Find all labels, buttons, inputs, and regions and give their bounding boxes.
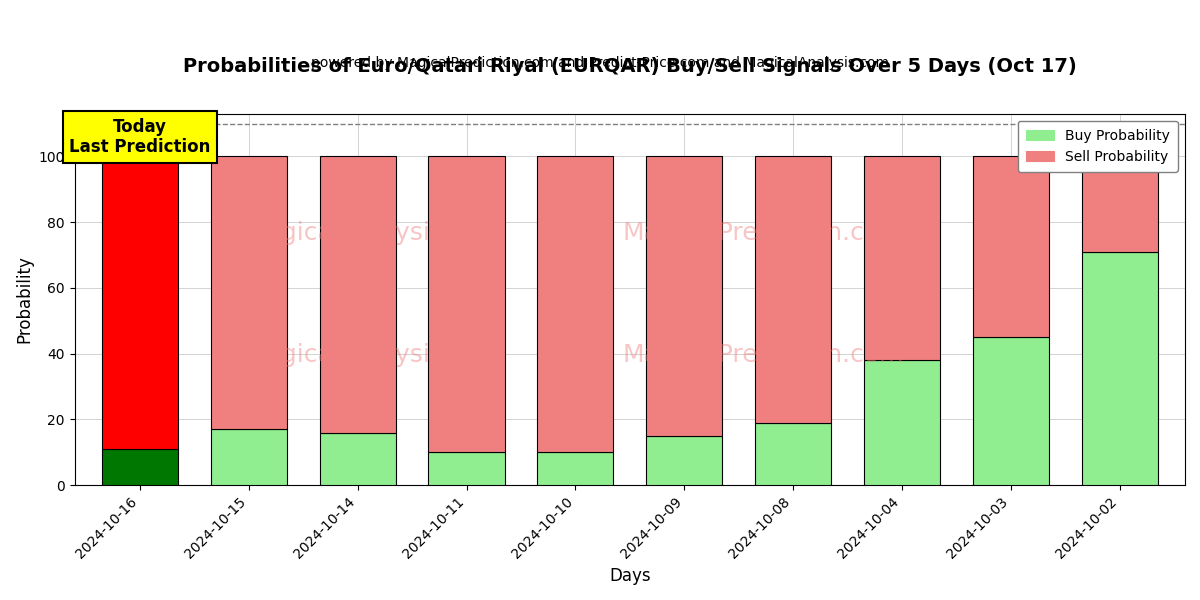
- Bar: [973, 157, 1049, 337]
- Text: MagicalPrediction.com: MagicalPrediction.com: [623, 343, 904, 367]
- Bar: [646, 436, 722, 485]
- X-axis label: Days: Days: [610, 567, 650, 585]
- Text: powered by MagicalPrediction.com and Predict-Price.com and MagicalAnalysis.com: powered by MagicalPrediction.com and Pre…: [311, 56, 889, 70]
- Text: MagicalAnalysis.com: MagicalAnalysis.com: [245, 221, 505, 245]
- Text: MagicalAnalysis.com: MagicalAnalysis.com: [245, 343, 505, 367]
- Bar: [211, 429, 287, 485]
- Bar: [1081, 157, 1158, 252]
- Bar: [973, 337, 1049, 485]
- Y-axis label: Probability: Probability: [16, 256, 34, 343]
- Bar: [211, 157, 287, 429]
- Text: Today
Last Prediction: Today Last Prediction: [70, 118, 211, 157]
- Bar: [319, 433, 396, 485]
- Bar: [538, 157, 613, 452]
- Bar: [319, 157, 396, 433]
- Bar: [1081, 252, 1158, 485]
- Bar: [864, 360, 940, 485]
- Bar: [102, 449, 178, 485]
- Legend: Buy Probability, Sell Probability: Buy Probability, Sell Probability: [1018, 121, 1178, 172]
- Bar: [755, 423, 832, 485]
- Bar: [538, 452, 613, 485]
- Bar: [646, 157, 722, 436]
- Title: Probabilities of Euro/Qatari Riyal (EURQAR) Buy/Sell Signals Over 5 Days (Oct 17: Probabilities of Euro/Qatari Riyal (EURQ…: [182, 57, 1076, 76]
- Text: MagicalPrediction.com: MagicalPrediction.com: [623, 221, 904, 245]
- Bar: [864, 157, 940, 360]
- Bar: [755, 157, 832, 423]
- Bar: [428, 452, 505, 485]
- Bar: [102, 157, 178, 449]
- Bar: [428, 157, 505, 452]
